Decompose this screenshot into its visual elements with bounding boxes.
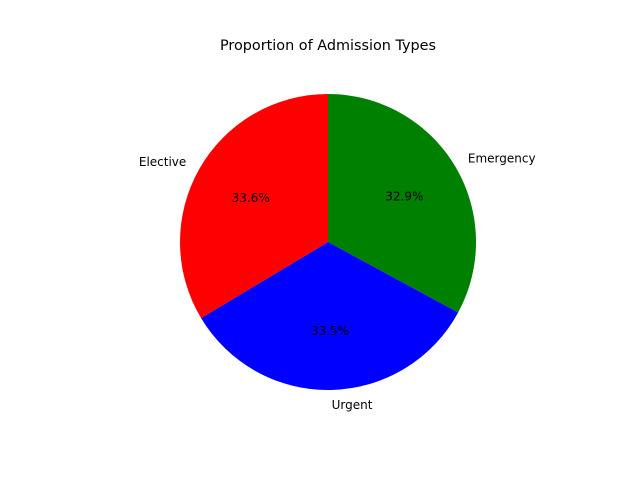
percent-label-emergency: 32.9% bbox=[385, 190, 423, 204]
chart-title: Proportion of Admission Types bbox=[220, 38, 436, 54]
percent-label-urgent: 33.5% bbox=[311, 324, 349, 338]
slice-label-elective: Elective bbox=[139, 155, 186, 169]
slice-label-urgent: Urgent bbox=[332, 398, 373, 412]
pie-slices bbox=[180, 94, 476, 390]
pie-slice-urgent bbox=[201, 242, 459, 390]
pie-slice-emergency bbox=[328, 94, 476, 313]
slice-label-emergency: Emergency bbox=[468, 152, 536, 166]
percent-label-elective: 33.6% bbox=[232, 191, 270, 205]
pie-labels: Emergency 32.9% Urgent 33.5% Elective 33.6% bbox=[139, 152, 536, 412]
pie-slice-elective bbox=[180, 94, 328, 319]
